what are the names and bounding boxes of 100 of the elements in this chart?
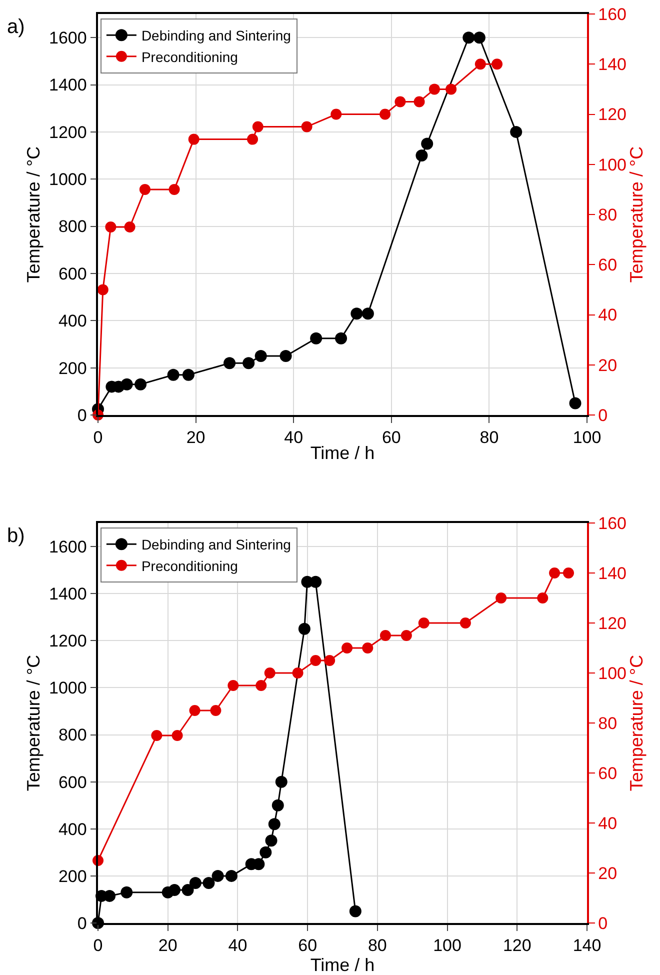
point [97,284,108,296]
point [324,655,336,666]
y2-tick-label: 160 [598,514,627,533]
point [362,642,374,654]
legend-label: Debinding and Sintering [141,536,291,553]
x-tick-label: 0 [93,936,103,956]
y2-tick-label: 100 [598,664,627,683]
point [105,222,116,233]
y2-tick-label: 120 [598,614,627,633]
y-tick-label: 1000 [49,678,87,698]
y2-tick-label: 20 [598,356,618,375]
legend-label: Preconditioning [141,558,238,574]
point [462,32,475,44]
y-tick-label: 0 [77,406,87,425]
point [120,886,133,898]
x-tick-label: 80 [480,428,499,448]
y-tick-label: 200 [58,866,87,886]
point [446,84,457,95]
y-tick-label: 0 [77,914,87,933]
y-tick-label: 1200 [49,632,87,651]
point [418,618,430,628]
point [460,618,471,628]
y2-axis-title: Temperature / °C [626,654,647,792]
point [225,870,238,882]
point [310,655,322,666]
x-tick-label: 100 [572,428,602,448]
y2-tick-label: 40 [598,306,618,325]
y-tick-label: 400 [58,312,87,331]
y2-tick-label: 40 [598,814,618,833]
y-tick-label: 200 [58,358,87,378]
point [301,121,312,132]
point [349,905,362,918]
point [394,96,406,108]
y-tick-label: 1600 [49,537,87,556]
point [252,121,264,132]
y2-tick-label: 120 [598,105,627,124]
point [189,877,202,889]
point [473,32,486,44]
legend-label: Preconditioning [141,48,238,65]
x-tick-label: 120 [502,936,532,956]
point [275,776,288,788]
point [350,308,363,320]
y-tick-label: 600 [58,772,87,792]
y2-tick-label: 80 [598,205,618,224]
point [330,108,342,120]
point [421,138,434,150]
y2-tick-label: 140 [598,55,627,74]
y2-tick-label: 140 [598,564,627,583]
point [120,378,133,390]
point [298,622,310,635]
y-axis-title: Temperature / °C [24,146,44,283]
y-tick-label: 1400 [49,584,87,604]
point [310,332,322,344]
point [172,730,183,741]
point [260,846,272,858]
y-tick-label: 1200 [49,122,87,142]
y2-tick-label: 100 [598,155,627,174]
point [492,58,503,70]
y2-tick-label: 60 [598,764,618,783]
point [189,705,200,716]
point [510,126,522,138]
y-tick-label: 600 [58,264,87,284]
point [496,592,507,604]
point [280,350,292,362]
point [292,668,304,678]
point [256,680,267,691]
point [134,378,147,390]
point [242,357,255,370]
point [168,884,180,896]
point [268,818,280,830]
y-tick-label: 400 [58,820,87,839]
point [335,332,348,344]
chart-title: b) [7,525,25,547]
x-tick-label: 60 [298,936,318,956]
point [537,592,548,604]
point [167,368,180,381]
point [264,668,276,678]
point [310,576,322,588]
point [124,222,136,233]
x-tick-label: 0 [93,428,103,448]
point [254,350,267,362]
point [182,884,194,896]
point [202,877,215,889]
point [272,799,284,812]
y-tick-label: 800 [58,726,87,745]
point [416,150,428,162]
y2-tick-label: 0 [598,914,608,933]
point [474,58,486,70]
y2-tick-label: 20 [598,864,618,883]
point [228,680,239,691]
x-tick-label: 40 [228,936,248,956]
y-tick-label: 1400 [49,76,87,95]
y-axis-title: Temperature / °C [24,654,44,792]
x-tick-label: 20 [186,428,206,448]
point [265,834,278,847]
x-axis-title: Time / h [310,442,375,463]
point [210,705,222,716]
point [380,108,391,120]
point [380,630,391,641]
x-tick-label: 60 [382,428,401,448]
